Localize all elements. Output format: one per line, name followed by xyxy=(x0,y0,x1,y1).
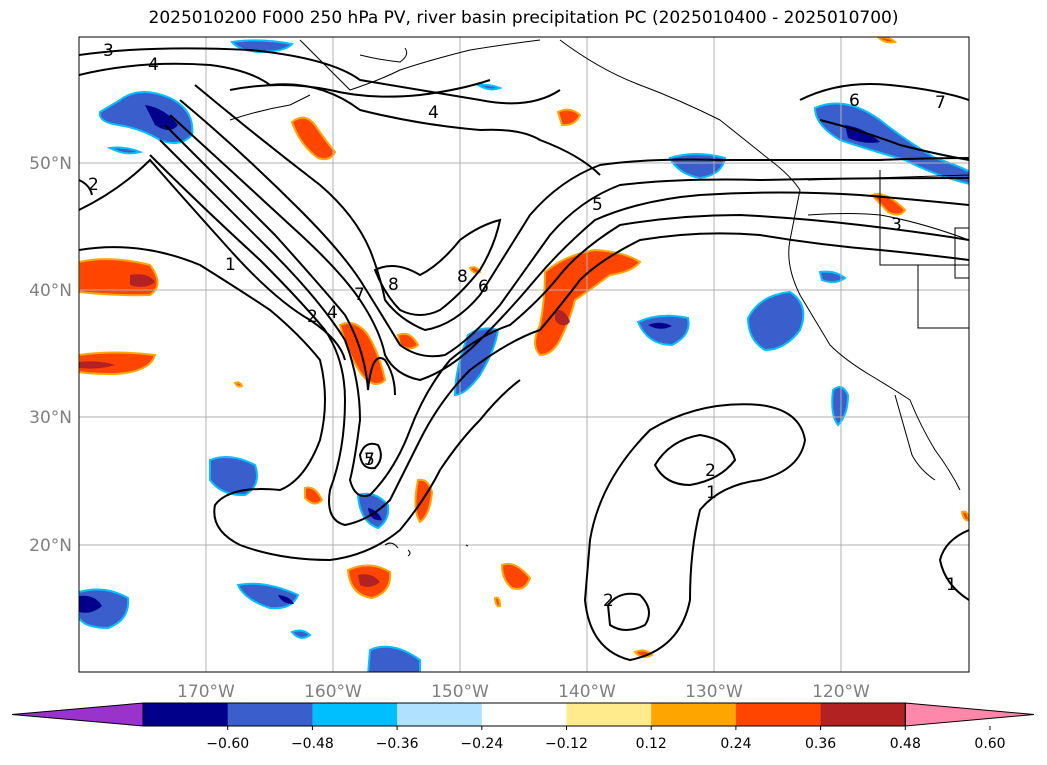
contour-label: 3 xyxy=(103,41,114,61)
contour-label: 4 xyxy=(327,303,338,323)
contour-label: 2 xyxy=(307,307,318,327)
latitude-labels: 50°N 40°N 30°N 20°N xyxy=(29,154,72,556)
colorbar-tick-label: 0.60 xyxy=(974,736,1005,752)
negative-precip-anomaly xyxy=(79,39,969,672)
colorbar-segment xyxy=(735,703,822,726)
contour-label: 7 xyxy=(935,93,946,113)
colorbar-segment xyxy=(566,703,652,726)
lon-label-130w: 130°W xyxy=(685,682,743,702)
pv-contours xyxy=(79,47,969,662)
contour-label: 8 xyxy=(457,267,468,287)
colorbar-tick-label: −0.48 xyxy=(291,736,334,752)
lat-label-40n: 40°N xyxy=(29,281,72,301)
lon-label-160w: 160°W xyxy=(304,682,362,702)
colorbar-segment xyxy=(651,703,737,726)
colorbar-segment xyxy=(143,703,229,726)
contour-label: 8 xyxy=(388,275,399,295)
contour-label: 5 xyxy=(592,195,603,215)
contour-label: 6 xyxy=(478,277,489,297)
pv-contour-labels: 3 4 4 6 7 2 1 2 4 7 8 8 6 5 5 3 7 2 1 2 … xyxy=(88,41,957,611)
positive-precip-anomaly xyxy=(79,37,969,658)
lat-label-20n: 20°N xyxy=(29,536,72,556)
contour-label: 1 xyxy=(706,483,717,503)
contour-label: 7 xyxy=(364,450,375,470)
colorbar: −0.60 −0.48 −0.36 −0.24 −0.12 0.12 0.24 0.36 0.4… xyxy=(11,702,1035,752)
colorbar-tick-label: 0.36 xyxy=(805,736,836,752)
colorbar-extend-high xyxy=(904,702,1035,727)
colorbar-extend-low xyxy=(11,702,144,727)
colorbar-frame xyxy=(142,702,906,727)
contour-label: 7 xyxy=(354,285,365,305)
lat-label-30n: 30°N xyxy=(29,408,72,428)
colorbar-segment xyxy=(481,703,567,726)
colorbar-segment xyxy=(820,703,906,726)
lon-label-150w: 150°W xyxy=(431,682,489,702)
colorbar-segment xyxy=(227,703,313,726)
colorbar-tick-label: −0.36 xyxy=(376,736,419,752)
contour-label: 1 xyxy=(225,255,236,275)
colorbar-tick-label: 0.48 xyxy=(890,736,921,752)
lat-label-50n: 50°N xyxy=(29,154,72,174)
lon-label-170w: 170°W xyxy=(177,682,235,702)
contour-label: 2 xyxy=(705,461,716,481)
map-title: 2025010200 F000 250 hPa PV, river basin … xyxy=(148,8,899,28)
longitude-labels: 170°W 160°W 150°W 140°W 130°W 120°W xyxy=(177,682,870,702)
colorbar-tick-label: 0.12 xyxy=(636,736,667,752)
colorbar-tick-label: −0.24 xyxy=(460,736,503,752)
colorbar-segment xyxy=(397,703,483,726)
lon-label-120w: 120°W xyxy=(812,682,870,702)
contour-label: 5 xyxy=(364,450,375,470)
colorbar-tick-label: 0.24 xyxy=(720,736,751,752)
colorbar-tick-label: −0.12 xyxy=(545,736,588,752)
contour-label: 2 xyxy=(603,591,614,611)
contour-label: 6 xyxy=(849,91,860,111)
coastlines xyxy=(229,39,969,557)
contour-label: 3 xyxy=(891,215,902,235)
map-layers: 3 4 4 6 7 2 1 2 4 7 8 8 6 5 5 3 7 2 1 2 … xyxy=(79,37,969,672)
plot-background xyxy=(79,37,969,672)
plot-frame xyxy=(78,36,970,673)
contour-label: 1 xyxy=(946,575,957,595)
colorbar-tick-label: −0.60 xyxy=(206,736,249,752)
contour-label: 2 xyxy=(88,175,99,195)
lon-label-140w: 140°W xyxy=(558,682,616,702)
contour-label: 4 xyxy=(148,55,159,75)
colorbar-segment xyxy=(312,703,398,726)
contour-label: 4 xyxy=(428,103,439,123)
